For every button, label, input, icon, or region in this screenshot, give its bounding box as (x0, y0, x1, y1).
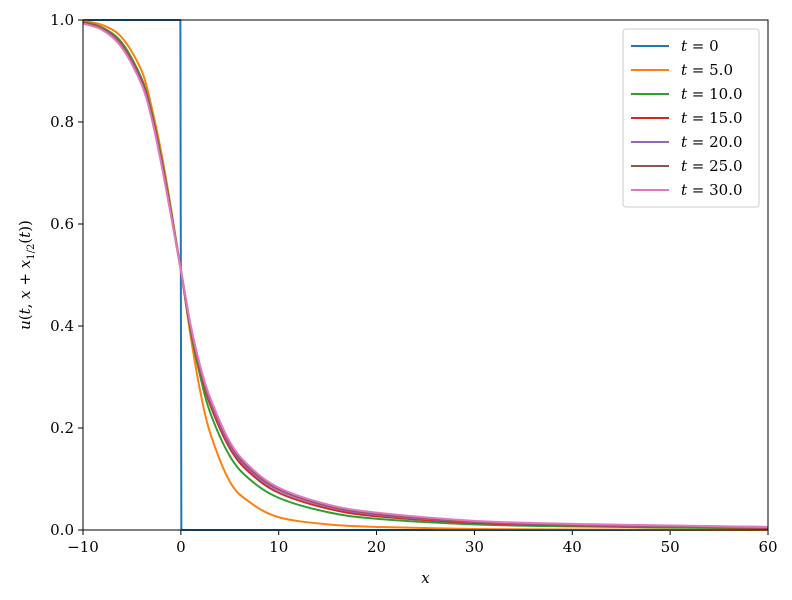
x-tick-label: 30 (465, 538, 484, 556)
x-axis-label: x (421, 569, 430, 587)
legend-label-6: t = 30.0 (681, 181, 743, 199)
y-tick-label: 0.4 (50, 317, 74, 335)
x-tick-label: −10 (67, 538, 99, 556)
legend-label-3: t = 15.0 (681, 109, 743, 127)
series-line-1 (82, 20, 769, 531)
x-tick-label: 60 (758, 538, 777, 556)
x-tick-label: 40 (563, 538, 582, 556)
x-tick-label: 50 (661, 538, 680, 556)
x-tick-label: 20 (367, 538, 386, 556)
y-tick-label: 1.0 (50, 11, 74, 29)
y-tick-label: 0.8 (50, 113, 74, 131)
legend: t = 0 t = 5.0 t = 10.0 t = 15.0 t = 20.0 t = … (622, 28, 760, 208)
x-tick-label: 0 (176, 538, 186, 556)
legend-box (622, 28, 760, 208)
plot-frame (82, 19, 769, 531)
x-tick-label: 10 (269, 538, 288, 556)
ticks-layer: −10 0 10 20 30 40 50 60 0.0 0.2 0.4 0.6 0.8 1.0 (50, 11, 777, 556)
legend-label-1: t = 5.0 (681, 61, 733, 79)
series-lines (82, 19, 769, 531)
y-tick-label: 0.2 (50, 419, 74, 437)
legend-label-5: t = 25.0 (681, 157, 743, 175)
y-tick-label: 0.0 (50, 521, 74, 539)
y-tick-label: 0.6 (50, 215, 74, 233)
series-line-6 (82, 22, 769, 528)
legend-label-4: t = 20.0 (681, 133, 743, 151)
legend-label-0: t = 0 (681, 37, 719, 55)
y-axis-label: u(t, x + x1/2(t)) (16, 220, 37, 330)
legend-label-2: t = 10.0 (681, 85, 743, 103)
